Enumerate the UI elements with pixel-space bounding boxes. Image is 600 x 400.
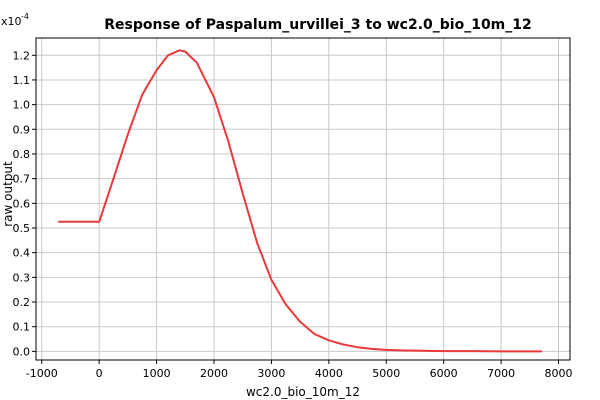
x-tick-label: 4000 bbox=[315, 367, 343, 380]
grid bbox=[36, 38, 570, 360]
y-tick-label: 0.0 bbox=[13, 345, 31, 358]
y-axis: 0.0 0.1 0.2 0.3 0.4 0.5 0.6 0.7 0.8 0.9 1.0 1.1 1.2 bbox=[13, 49, 36, 358]
x-tick-label: 2000 bbox=[200, 367, 228, 380]
x-axis: -1000 0 1000 2000 3000 4000 5000 6000 7000 8000 bbox=[26, 360, 573, 380]
x-tick-label: 7000 bbox=[487, 367, 515, 380]
y-tick-label: 0.6 bbox=[13, 197, 31, 210]
chart-title: Response of Paspalum_urvillei_3 to wc2.0… bbox=[104, 17, 532, 33]
y-multiplier: x10 bbox=[1, 15, 22, 28]
y-tick-label: 0.4 bbox=[13, 247, 31, 260]
y-tick-label: 0.1 bbox=[13, 321, 31, 334]
x-tick-label: 3000 bbox=[257, 367, 285, 380]
x-tick-label: -1000 bbox=[26, 367, 58, 380]
y-tick-label: 0.3 bbox=[13, 271, 31, 284]
y-tick-label: 1.2 bbox=[13, 49, 31, 62]
y-tick-label: 0.5 bbox=[13, 222, 31, 235]
response-curve bbox=[58, 49, 543, 353]
x-tick-label: 0 bbox=[96, 367, 103, 380]
y-axis-label: raw output bbox=[1, 161, 15, 227]
y-tick-label: 0.9 bbox=[13, 123, 31, 136]
y-tick-label: 0.7 bbox=[13, 173, 31, 186]
x-tick-label: 5000 bbox=[372, 367, 400, 380]
y-tick-label: 0.2 bbox=[13, 296, 31, 309]
x-tick-label: 8000 bbox=[545, 367, 573, 380]
y-tick-label: 1.1 bbox=[13, 74, 31, 87]
x-tick-label: 1000 bbox=[143, 367, 171, 380]
x-tick-label: 6000 bbox=[430, 367, 458, 380]
y-tick-label: 0.8 bbox=[13, 148, 31, 161]
plot-area bbox=[35, 37, 571, 361]
x-axis-label: wc2.0_bio_10m_12 bbox=[246, 385, 360, 399]
y-tick-label: 1.0 bbox=[13, 99, 31, 112]
y-multiplier-exponent: -4 bbox=[21, 12, 29, 21]
